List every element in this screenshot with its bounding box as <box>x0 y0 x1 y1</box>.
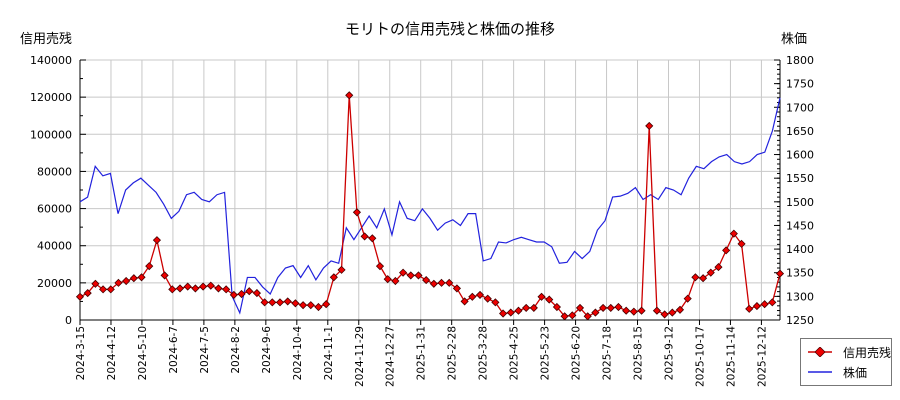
svg-text:2025-4-25: 2025-4-25 <box>509 326 521 380</box>
svg-text:2025-7-18: 2025-7-18 <box>602 326 614 380</box>
svg-text:1450: 1450 <box>786 219 814 232</box>
svg-text:2024-4-12: 2024-4-12 <box>106 326 118 380</box>
svg-text:1700: 1700 <box>786 101 814 114</box>
svg-text:2024-12-27: 2024-12-27 <box>385 326 397 387</box>
svg-text:1300: 1300 <box>786 290 814 303</box>
svg-text:2024-8-2: 2024-8-2 <box>230 326 242 374</box>
svg-text:100000: 100000 <box>30 128 72 141</box>
svg-text:1250: 1250 <box>786 314 814 327</box>
svg-text:2025-2-28: 2025-2-28 <box>447 326 459 380</box>
svg-text:80000: 80000 <box>37 165 72 178</box>
svg-text:2024-3-15: 2024-3-15 <box>75 326 87 380</box>
svg-text:1350: 1350 <box>786 267 814 280</box>
svg-text:2024-11-29: 2024-11-29 <box>354 326 366 387</box>
svg-text:1650: 1650 <box>786 125 814 138</box>
svg-text:20000: 20000 <box>37 277 72 290</box>
svg-text:0: 0 <box>65 314 72 327</box>
svg-text:2025-11-14: 2025-11-14 <box>725 326 737 387</box>
svg-text:2025-1-31: 2025-1-31 <box>416 326 428 380</box>
svg-text:1600: 1600 <box>786 149 814 162</box>
svg-text:2024-9-6: 2024-9-6 <box>261 326 273 374</box>
svg-text:2025-6-20: 2025-6-20 <box>571 326 583 380</box>
legend: 信用売残 株価 <box>800 338 892 386</box>
left-axis-label: 信用売残 <box>20 32 73 47</box>
svg-text:2025-5-23: 2025-5-23 <box>540 326 552 380</box>
chart-title: モリトの信用売残と株価の推移 <box>344 20 555 38</box>
svg-text:2024-5-10: 2024-5-10 <box>137 326 149 380</box>
blue-line-icon <box>808 371 832 373</box>
svg-text:2024-10-4: 2024-10-4 <box>292 326 304 381</box>
svg-text:2025-10-17: 2025-10-17 <box>694 326 706 387</box>
svg-text:2024-7-5: 2024-7-5 <box>199 326 211 374</box>
legend-item-margin-sell: 信用売残 <box>807 343 891 361</box>
svg-text:120000: 120000 <box>30 91 72 104</box>
svg-text:1400: 1400 <box>786 243 814 256</box>
svg-text:1500: 1500 <box>786 196 814 209</box>
right-axis-label: 株価 <box>781 32 808 47</box>
svg-text:2024-11-1: 2024-11-1 <box>323 326 335 380</box>
svg-text:2024-6-7: 2024-6-7 <box>168 326 180 374</box>
svg-text:1550: 1550 <box>786 172 814 185</box>
svg-text:2025-3-28: 2025-3-28 <box>478 326 490 380</box>
svg-text:2025-8-15: 2025-8-15 <box>633 326 645 380</box>
svg-text:60000: 60000 <box>37 203 72 216</box>
svg-text:1750: 1750 <box>786 78 814 91</box>
svg-text:140000: 140000 <box>30 54 72 67</box>
svg-text:1800: 1800 <box>786 54 814 67</box>
red-diamond-line-icon <box>808 347 832 357</box>
svg-text:2025-9-12: 2025-9-12 <box>663 326 675 380</box>
svg-text:2025-12-12: 2025-12-12 <box>756 326 768 387</box>
svg-text:40000: 40000 <box>37 240 72 253</box>
legend-item-stock-price: 株価 <box>807 363 867 381</box>
